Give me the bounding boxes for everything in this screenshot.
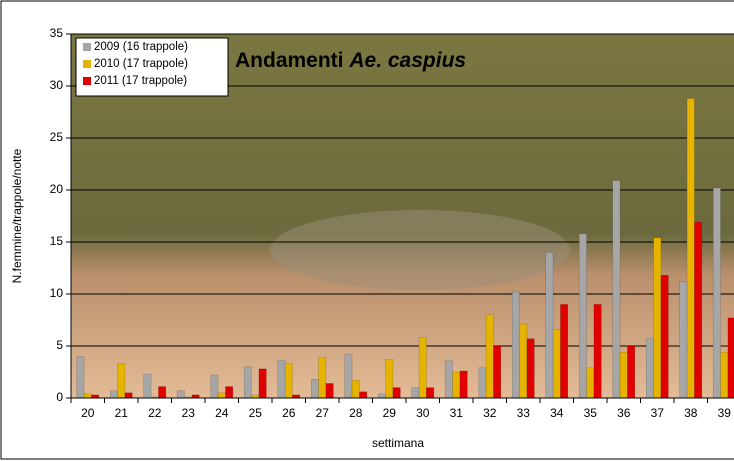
bar bbox=[345, 354, 352, 398]
bar bbox=[125, 393, 132, 398]
x-tick-label: 34 bbox=[550, 406, 564, 420]
bar bbox=[259, 369, 266, 398]
legend-swatch bbox=[83, 60, 91, 68]
bar bbox=[244, 367, 251, 398]
bar bbox=[445, 361, 452, 398]
bar bbox=[627, 346, 634, 398]
bar bbox=[144, 374, 151, 398]
bar bbox=[546, 252, 553, 398]
x-tick-label: 36 bbox=[617, 406, 631, 420]
x-tick-label: 39 bbox=[718, 406, 732, 420]
bar bbox=[680, 282, 687, 398]
bar bbox=[553, 329, 560, 398]
bar bbox=[560, 304, 567, 398]
x-tick-label: 35 bbox=[584, 406, 598, 420]
bar bbox=[77, 356, 84, 398]
x-tick-label: 23 bbox=[182, 406, 196, 420]
x-tick-label: 22 bbox=[148, 406, 162, 420]
legend-label: 2010 (17 trappole) bbox=[94, 58, 188, 70]
x-tick-label: 25 bbox=[249, 406, 263, 420]
bar bbox=[460, 371, 467, 398]
x-tick-label: 37 bbox=[651, 406, 665, 420]
bar bbox=[218, 393, 225, 398]
bar bbox=[579, 234, 586, 398]
legend-swatch bbox=[83, 43, 91, 51]
legend-label: 2009 (16 trappole) bbox=[94, 41, 188, 53]
bar bbox=[594, 304, 601, 398]
y-tick-label: 0 bbox=[56, 390, 63, 404]
bar bbox=[386, 360, 393, 398]
x-tick-label: 28 bbox=[349, 406, 363, 420]
legend-label: 2011 (17 trappole) bbox=[94, 75, 187, 87]
bar bbox=[728, 318, 734, 398]
x-tick-label: 32 bbox=[483, 406, 497, 420]
legend-swatch bbox=[83, 77, 91, 85]
bar bbox=[661, 275, 668, 398]
bar bbox=[393, 388, 400, 398]
x-tick-label: 21 bbox=[115, 406, 129, 420]
bar bbox=[493, 346, 500, 398]
bar bbox=[646, 339, 653, 398]
bar bbox=[694, 222, 701, 398]
bar bbox=[278, 361, 285, 398]
bar bbox=[419, 338, 426, 398]
chart-title: Andamenti Ae. caspius bbox=[235, 49, 466, 72]
bar bbox=[412, 388, 419, 398]
x-tick-label: 24 bbox=[215, 406, 229, 420]
x-axis-label: settimana bbox=[372, 436, 424, 450]
y-tick-label: 5 bbox=[56, 338, 63, 352]
bar bbox=[285, 364, 292, 398]
x-tick-label: 33 bbox=[517, 406, 531, 420]
x-tick-label: 29 bbox=[383, 406, 397, 420]
photo-shape bbox=[270, 210, 570, 290]
bar bbox=[352, 380, 359, 398]
y-tick-label: 15 bbox=[50, 234, 64, 248]
bar bbox=[486, 315, 493, 398]
bar bbox=[359, 392, 366, 398]
bar bbox=[177, 391, 184, 398]
bar bbox=[225, 387, 232, 398]
bar bbox=[527, 339, 534, 398]
y-tick-label: 25 bbox=[50, 130, 64, 144]
bar bbox=[118, 364, 125, 398]
y-tick-label: 10 bbox=[50, 286, 64, 300]
bar bbox=[158, 387, 165, 398]
bar bbox=[512, 292, 519, 398]
y-tick-label: 20 bbox=[50, 182, 64, 196]
bar bbox=[211, 375, 218, 398]
bar bbox=[613, 181, 620, 398]
y-tick-label: 30 bbox=[50, 78, 64, 92]
x-tick-label: 27 bbox=[316, 406, 330, 420]
x-tick-label: 31 bbox=[450, 406, 464, 420]
bar bbox=[620, 352, 627, 398]
y-axis-label: N.femmine/trappole/notte bbox=[10, 148, 24, 283]
bar bbox=[654, 238, 661, 398]
y-tick-label: 35 bbox=[50, 26, 64, 40]
bar bbox=[84, 394, 91, 398]
bar bbox=[687, 98, 694, 398]
bar bbox=[721, 352, 728, 398]
x-tick-label: 20 bbox=[81, 406, 95, 420]
title-text: Andamenti bbox=[235, 49, 344, 72]
bar bbox=[520, 324, 527, 398]
bar bbox=[479, 368, 486, 398]
x-tick-label: 30 bbox=[416, 406, 430, 420]
bar bbox=[326, 383, 333, 398]
x-tick-label: 38 bbox=[684, 406, 698, 420]
bar bbox=[311, 379, 318, 398]
bar bbox=[587, 368, 594, 398]
bar bbox=[453, 372, 460, 398]
bar bbox=[378, 394, 385, 398]
chart: 0 5 10 15 20 25 30 35 20 21 22 23 24 25 26 27 28 29 30 31 32… bbox=[0, 0, 734, 461]
title-italic: Ae. caspius bbox=[348, 49, 466, 72]
bar bbox=[713, 188, 720, 398]
bar bbox=[110, 391, 117, 398]
bar bbox=[319, 357, 326, 398]
x-tick-label: 26 bbox=[282, 406, 296, 420]
bar bbox=[426, 388, 433, 398]
